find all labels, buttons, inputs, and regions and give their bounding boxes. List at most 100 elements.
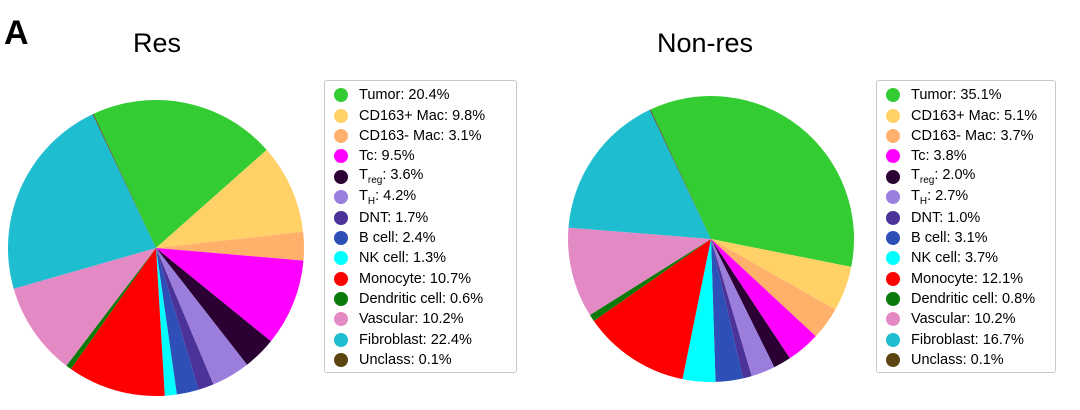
legend-label: CD163- Mac: 3.7% <box>911 127 1034 144</box>
legend-label: Fibroblast: 22.4% <box>359 331 472 348</box>
legend-item-res-10: Dendritic cell: 0.6% <box>334 289 508 309</box>
legend-swatch <box>334 149 348 164</box>
legend-label: B cell: 2.4% <box>359 229 436 246</box>
legend-item-nonres-12: Fibroblast: 16.7% <box>886 330 1047 350</box>
legend-item-nonres-10: Dendritic cell: 0.8% <box>886 289 1047 309</box>
pie-slice-nonres-11 <box>568 227 711 315</box>
legend-swatch <box>886 169 900 184</box>
legend-label: NK cell: 1.3% <box>359 250 447 267</box>
legend-item-nonres-7: B cell: 3.1% <box>886 228 1047 248</box>
legend-swatch <box>886 230 900 245</box>
legend-label: TH: 2.7% <box>911 187 969 207</box>
pie-slice-nonres-0 <box>650 96 854 267</box>
legend-item-nonres-6: DNT: 1.0% <box>886 207 1047 227</box>
legend-item-res-5: TH: 4.2% <box>334 187 508 207</box>
legend-swatch <box>886 312 900 327</box>
legend-res: Tumor: 20.4% CD163+ Mac: 9.8% CD163- Mac: … <box>324 80 517 374</box>
pie-slice-nonres-10 <box>589 239 711 321</box>
legend-swatch <box>334 332 348 347</box>
legend-label: Dendritic cell: 0.6% <box>359 291 484 308</box>
legend-label: CD163- Mac: 3.1% <box>359 127 482 144</box>
pie-slice-nonres-1 <box>711 239 852 310</box>
legend-item-res-7: B cell: 2.4% <box>334 228 508 248</box>
legend-label: B cell: 3.1% <box>911 229 988 246</box>
pie-slice-res-1 <box>156 149 304 248</box>
legend-label: Vascular: 10.2% <box>911 311 1016 328</box>
pie-slice-nonres-2 <box>711 239 836 337</box>
legend-label: NK cell: 3.7% <box>911 250 999 267</box>
legend-swatch <box>334 169 348 184</box>
pie-slice-res-8 <box>156 248 177 396</box>
pie-slice-res-13 <box>92 113 156 249</box>
legend-swatch <box>886 108 900 123</box>
chart-title-res: Res <box>133 28 182 58</box>
pie-slice-res-0 <box>93 100 267 249</box>
legend-label: DNT: 1.7% <box>359 209 429 226</box>
legend-swatch <box>886 251 900 266</box>
legend-label: Treg: 3.6% <box>359 167 424 187</box>
legend-swatch <box>886 353 900 368</box>
legend-item-res-2: CD163- Mac: 3.1% <box>334 126 508 146</box>
legend-swatch <box>886 88 900 103</box>
legend-label: Vascular: 10.2% <box>359 311 464 328</box>
legend-label: CD163+ Mac: 9.8% <box>359 107 486 124</box>
legend-swatch <box>334 210 348 225</box>
pie-slice-res-9 <box>70 248 165 397</box>
legend-item-nonres-5: TH: 2.7% <box>886 187 1047 207</box>
legend-label: Tc: 9.5% <box>359 148 415 165</box>
legend-item-nonres-1: CD163+ Mac: 5.1% <box>886 105 1047 125</box>
legend-swatch <box>334 128 348 143</box>
pie-slice-res-2 <box>156 231 304 261</box>
legend-item-nonres-13: Unclass: 0.1% <box>886 350 1047 370</box>
pie-slice-nonres-4 <box>711 239 790 368</box>
legend-swatch <box>334 230 348 245</box>
legend-item-nonres-2: CD163- Mac: 3.7% <box>886 126 1047 146</box>
legend-item-res-3: Tc: 9.5% <box>334 146 508 166</box>
legend-swatch <box>334 88 348 103</box>
legend-swatch <box>334 251 348 266</box>
chart-title-nonres: Non-res <box>657 28 754 58</box>
pie-slice-res-3 <box>156 248 304 342</box>
pie-slice-nonres-9 <box>593 239 711 380</box>
pie-slice-nonres-6 <box>711 239 752 379</box>
pie-slice-res-10 <box>66 248 156 370</box>
legend-item-res-8: NK cell: 1.3% <box>334 248 508 268</box>
panel-label: A <box>4 14 29 52</box>
legend-swatch <box>334 353 348 368</box>
pie-slice-res-4 <box>156 248 271 365</box>
legend-item-res-12: Fibroblast: 22.4% <box>334 330 508 350</box>
legend-swatch <box>334 108 348 123</box>
legend-item-res-9: Monocyte: 10.7% <box>334 269 508 289</box>
legend-nonres: Tumor: 35.1% CD163+ Mac: 5.1% CD163- Mac: … <box>876 80 1056 374</box>
legend-label: Tumor: 20.4% <box>359 87 450 104</box>
pie-slice-res-5 <box>156 248 248 385</box>
legend-swatch <box>886 271 900 286</box>
legend-label: Treg: 2.0% <box>911 167 976 187</box>
legend-item-res-4: Treg: 3.6% <box>334 167 508 187</box>
legend-item-nonres-8: NK cell: 3.7% <box>886 248 1047 268</box>
legend-item-nonres-4: Treg: 2.0% <box>886 167 1047 187</box>
legend-swatch <box>334 292 348 307</box>
legend-swatch <box>886 332 900 347</box>
legend-swatch <box>886 210 900 225</box>
pie-slice-res-7 <box>156 248 199 395</box>
legend-item-nonres-3: Tc: 3.8% <box>886 146 1047 166</box>
legend-swatch <box>886 292 900 307</box>
pie-slice-nonres-5 <box>711 239 775 377</box>
legend-swatch <box>334 190 348 205</box>
legend-label: CD163+ Mac: 5.1% <box>911 107 1038 124</box>
legend-label: Monocyte: 10.7% <box>359 270 472 287</box>
legend-label: Tumor: 35.1% <box>911 87 1002 104</box>
legend-label: Unclass: 0.1% <box>911 352 1004 369</box>
legend-item-res-0: Tumor: 20.4% <box>334 85 508 105</box>
legend-swatch <box>886 149 900 164</box>
legend-label: Unclass: 0.1% <box>359 352 452 369</box>
pie-slice-nonres-3 <box>711 239 816 359</box>
legend-item-nonres-9: Monocyte: 12.1% <box>886 269 1047 289</box>
legend-label: Monocyte: 12.1% <box>911 270 1024 287</box>
pie-slice-nonres-7 <box>711 239 744 382</box>
legend-item-nonres-11: Vascular: 10.2% <box>886 309 1047 329</box>
legend-label: DNT: 1.0% <box>911 209 981 226</box>
pie-slice-res-6 <box>156 248 214 390</box>
